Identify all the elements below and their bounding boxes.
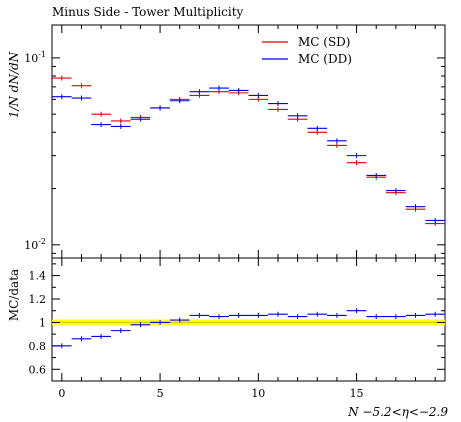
chart-title: Minus Side - Tower Multiplicity (52, 5, 244, 19)
y-tick-label: 10-2 (24, 237, 46, 252)
x-tick-label: 15 (350, 387, 364, 400)
legend-dd-label: MC (DD) (298, 52, 352, 66)
ratio-y-tick-label: 1.4 (29, 270, 47, 283)
ratio-y-tick-label: 0.6 (29, 363, 47, 376)
axes-ticks: 0 5 10 15 10-1 10-2 0.6 0.8 1 1.2 1.4 (24, 25, 445, 400)
ratio-y-tick-label: 0.8 (29, 340, 47, 353)
legend-sd-label: MC (SD) (298, 35, 351, 49)
x-tick-label: 10 (251, 387, 265, 400)
ratio-y-tick-label: 1.2 (29, 293, 47, 306)
x-tick-label: 5 (157, 387, 164, 400)
y-tick-label: 10-1 (24, 50, 46, 65)
legend: MC (SD) MC (DD) (262, 35, 352, 66)
data-marks (52, 75, 445, 349)
ratio-y-tick-label: 1 (39, 316, 46, 329)
x-tick-label: 0 (58, 387, 65, 400)
main-panel-frame (51, 24, 446, 259)
x-axis-label: N −5.2<η<−2.9 (347, 405, 448, 419)
ratio-y-axis-label: MC/data (7, 269, 21, 321)
main-y-axis-label: 1/N dN/dN (7, 51, 21, 118)
